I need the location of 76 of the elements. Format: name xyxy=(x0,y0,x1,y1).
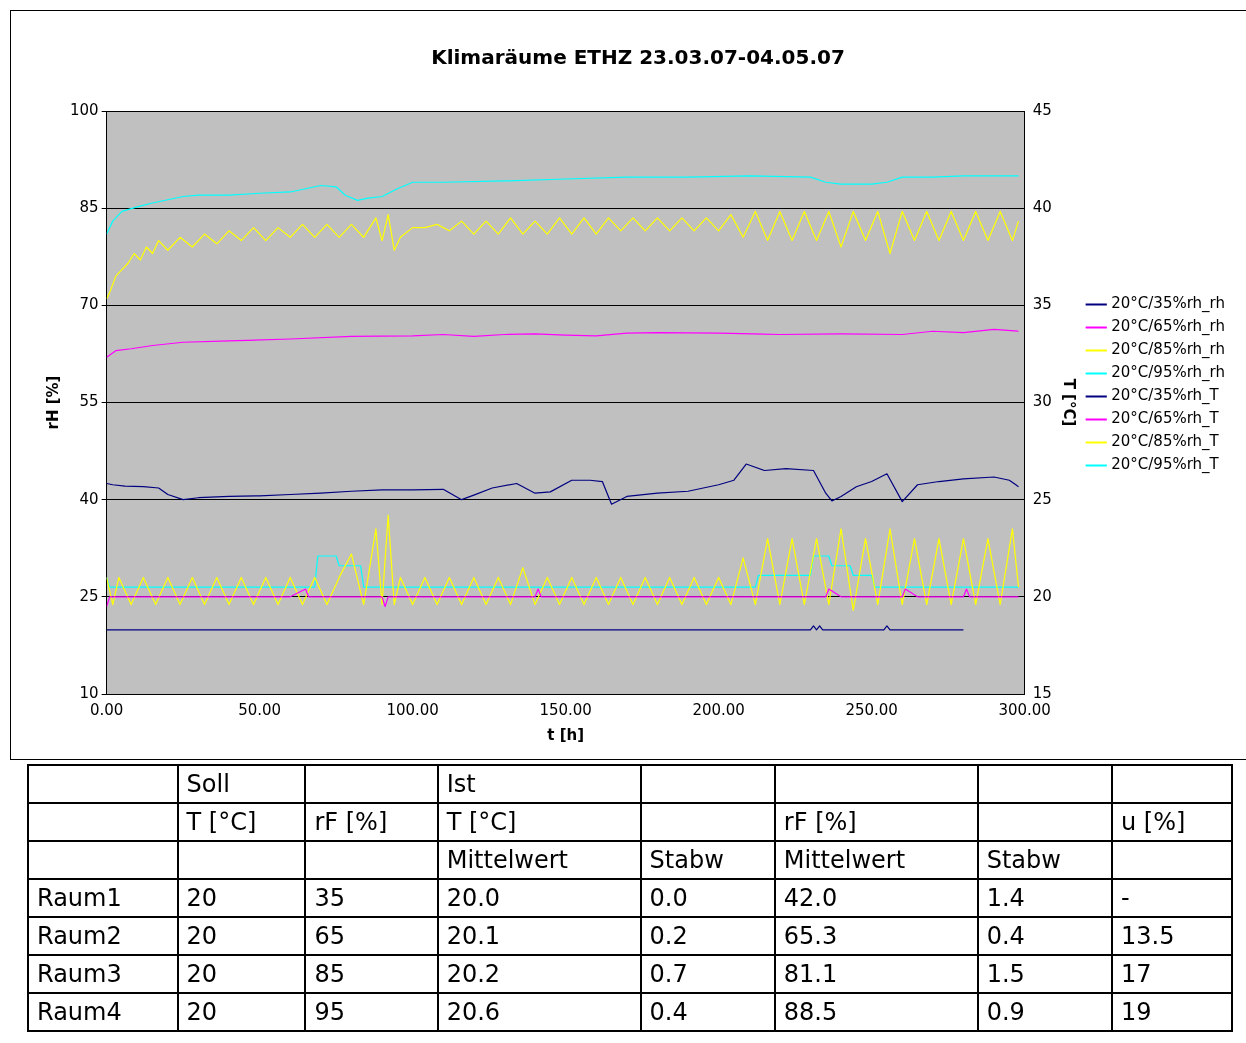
y-tick-label: 25 xyxy=(79,586,99,605)
text: T [°C] xyxy=(446,808,517,836)
y2-tick-label: 20 xyxy=(1032,586,1052,605)
legend-label: 20°C/35%rh_rh xyxy=(1111,294,1226,314)
y2-tick-label: 40 xyxy=(1032,198,1052,217)
text: 0.7 xyxy=(649,960,688,988)
text: Mittelwert xyxy=(446,846,568,874)
text: 20.2 xyxy=(446,960,501,988)
y2-tick-label: 35 xyxy=(1032,295,1052,314)
y2-axis-title: T [°C] xyxy=(1059,378,1078,427)
text: Soll xyxy=(186,770,230,798)
text: Raum2 xyxy=(37,922,122,950)
text: 20 xyxy=(186,922,218,950)
text: Raum3 xyxy=(37,960,122,988)
text: 85 xyxy=(314,960,345,988)
text: 20.1 xyxy=(446,922,501,950)
text: 0.4 xyxy=(986,922,1025,950)
text: 20.0 xyxy=(446,884,501,912)
legend-label: 20°C/65%rh_T xyxy=(1111,409,1220,429)
text: 20.6 xyxy=(446,998,501,1026)
legend-label: 20°C/65%rh_rh xyxy=(1111,317,1226,337)
y-tick-label: 70 xyxy=(79,295,99,314)
legend-label: 20°C/95%rh_T xyxy=(1111,455,1220,475)
text: 13.5 xyxy=(1120,922,1175,950)
text: 0.0 xyxy=(649,884,688,912)
text: 95 xyxy=(314,998,345,1026)
y-tick-label: 55 xyxy=(79,392,99,411)
chart-title: Klimaräume ETHZ 23.03.07-04.05.07 xyxy=(431,45,845,70)
x-tick-label: 50.00 xyxy=(238,700,282,719)
legend-label: 20°C/95%rh_rh xyxy=(1111,363,1226,383)
legend-label: 20°C/85%rh_T xyxy=(1111,432,1220,452)
y2-tick-label: 15 xyxy=(1032,683,1052,702)
text: u [%] xyxy=(1120,808,1186,836)
text: 35 xyxy=(314,884,345,912)
text: Raum1 xyxy=(37,884,122,912)
text: 1.4 xyxy=(986,884,1025,912)
text: T [°C] xyxy=(186,808,257,836)
y2-tick-label: 25 xyxy=(1032,489,1052,508)
y-tick-label: 100 xyxy=(69,100,99,119)
x-tick-label: 150.00 xyxy=(539,700,592,719)
text: 88.5 xyxy=(783,998,838,1026)
text: rF [%] xyxy=(314,808,388,836)
x-tick-label: 250.00 xyxy=(845,700,898,719)
text: 0.9 xyxy=(986,998,1025,1026)
y-tick-label: 40 xyxy=(79,489,99,508)
x-tick-label: 100.00 xyxy=(386,700,439,719)
text: 65 xyxy=(314,922,345,950)
text: Stabw xyxy=(649,846,724,874)
text: Raum4 xyxy=(37,998,122,1026)
text: 19 xyxy=(1120,998,1152,1026)
y-axis-title: rH [%] xyxy=(43,375,62,430)
x-axis-title: t [h] xyxy=(547,725,585,744)
text: 20 xyxy=(186,998,218,1026)
y2-tick-label: 30 xyxy=(1032,392,1052,411)
text: Mittelwert xyxy=(783,846,906,874)
legend-label: 20°C/85%rh_rh xyxy=(1111,340,1226,360)
y-tick-label: 85 xyxy=(79,198,99,217)
text: 20 xyxy=(186,884,218,912)
y2-tick-label: 45 xyxy=(1032,100,1052,119)
text: Ist xyxy=(446,770,476,798)
text: 1.5 xyxy=(986,960,1025,988)
text: rF [%] xyxy=(783,808,857,836)
text: Stabw xyxy=(986,846,1061,874)
text: 81.1 xyxy=(783,960,838,988)
y-tick-label: 10 xyxy=(79,683,99,702)
text: 0.4 xyxy=(649,998,688,1026)
legend-label: 20°C/35%rh_T xyxy=(1111,386,1220,406)
text: 17 xyxy=(1120,960,1152,988)
x-tick-label: 300.00 xyxy=(998,700,1051,719)
x-tick-label: 0.00 xyxy=(89,700,124,719)
text: 20 xyxy=(186,960,218,988)
text: - xyxy=(1120,884,1130,912)
x-tick-label: 200.00 xyxy=(692,700,745,719)
text: 42.0 xyxy=(783,884,838,912)
text: 0.2 xyxy=(649,922,688,950)
text: 65.3 xyxy=(783,922,838,950)
